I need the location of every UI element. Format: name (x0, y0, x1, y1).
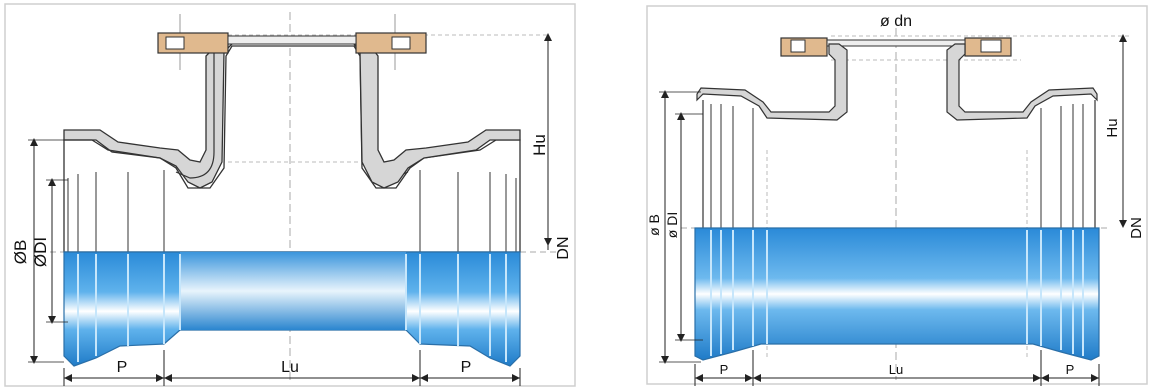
left-shoulder-casting (63, 35, 233, 189)
label-height-hu: Hu (530, 134, 549, 156)
right-tee-diagram: ø dn ø B ø DI Hu DN P Lu P (641, 0, 1153, 390)
label-diameter-b: ØB (11, 240, 30, 265)
label-branch-dn: ø dn (880, 13, 912, 30)
label-diameter-b-right: ø B (646, 214, 662, 236)
label-nominal-dn-right: DN (1128, 217, 1145, 239)
label-length-lu-right: Lu (889, 362, 903, 377)
label-socket-left: P (117, 359, 128, 376)
branch-top-plate (227, 35, 357, 45)
left-tee-drawing: ØB ØDI Hu DN P Lu P (4, 3, 576, 387)
panel-frame (4, 3, 576, 387)
label-nominal-dn: DN (555, 236, 572, 259)
flange-right-half (355, 32, 427, 54)
right-shoulder-right (946, 43, 1098, 121)
label-height-hu-right: Hu (1104, 118, 1121, 137)
label-length-lu: Lu (281, 359, 299, 376)
right-shoulder-casting (353, 35, 521, 189)
label-socket-right-right: P (1066, 362, 1075, 377)
label-diameter-di-right: ø DI (664, 212, 680, 238)
panel-frame-right (646, 5, 1148, 385)
socket-ribs (77, 254, 507, 362)
label-socket-right: P (461, 359, 472, 376)
left-tee-diagram: ØB ØDI Hu DN P Lu P (4, 3, 576, 387)
pipe-middle-section (180, 252, 406, 330)
label-socket-left-right: P (720, 362, 729, 377)
socket-ribs-right (710, 230, 1084, 356)
pipe-body-section-right (694, 227, 1100, 361)
label-diameter-di: ØDI (31, 237, 50, 267)
right-tee-drawing: ø dn ø B ø DI Hu DN P Lu P (646, 5, 1148, 386)
left-shoulder-right (696, 43, 848, 121)
branch-top-plate-right (826, 39, 966, 47)
